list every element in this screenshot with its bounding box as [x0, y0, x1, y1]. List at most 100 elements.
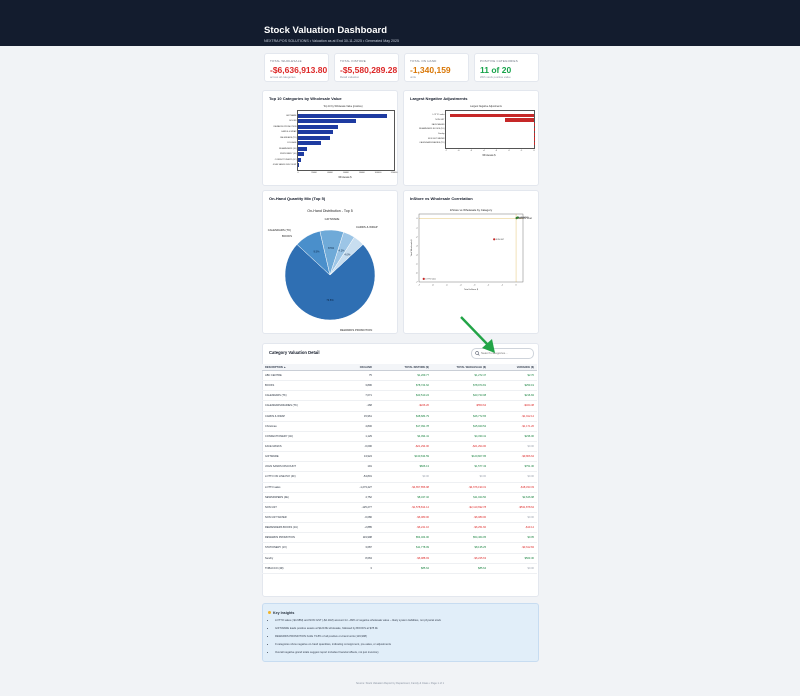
cell-total-instore: $54,464.00 [374, 532, 432, 544]
top10-x-tick: 40000 [327, 171, 333, 174]
cell-total-instore: $85.64 [374, 563, 432, 574]
table-row[interactable]: Sundry 8,663 -$6,988.93 -$6,225.63 $563.30 [262, 553, 537, 564]
neg-x-tick: -6 [457, 149, 460, 152]
table-row[interactable]: JOHN SANDS DISCOUNT 191 $826.13 $1,577.43 $7… [262, 461, 537, 473]
pie-slice-rewards-promotion [284, 244, 376, 321]
neg-x-tick: 0 [533, 149, 535, 152]
scatter-y-tick: -1 [416, 227, 418, 229]
neg-bar-lotto-sales [450, 113, 534, 117]
table-row[interactable]: REMAINDERS BOOKS (1U) -2,885 -$6,241.16 -$6… [262, 522, 537, 534]
pie-percent-label: 4.0% [344, 252, 351, 256]
cell-on-hand: 75 [340, 370, 375, 382]
table-row[interactable]: LOTTO ON LINE PAY (4F) -54,801 $0.00 $0.00 $… [262, 471, 537, 483]
top10-category-label: JOHN SANDS DISCOUNT [272, 164, 297, 167]
table-row[interactable]: STATIONERY (1X) 3,687 $11,778.09 $8,135.25-… [262, 542, 537, 554]
top10-bar-stationery-10 [298, 152, 304, 157]
kpi-subtext: across all categories [270, 75, 296, 79]
column-header-variance[interactable]: VARIANCE ($) [489, 364, 537, 371]
cell-on-hand: 4,846 [340, 421, 375, 432]
kpi-value: -$5,580,289.28 [340, 65, 398, 75]
kpi-subtext: units [410, 75, 416, 79]
x-axis-label: Wholesale $ [482, 154, 496, 157]
dashboard-header: Stock Valuation Dashboard NEXTRA POS SOL… [0, 0, 800, 46]
neg-x-tick: -2 [507, 149, 510, 152]
table-row[interactable]: NON GST -125,277 -$1,578,814.14 -$2,110,692… [262, 502, 537, 513]
cell-description: LOTTO ON LINE PAY (4F) [262, 471, 341, 483]
cell-on-hand: -125,277 [340, 502, 375, 513]
top10-bar-books [298, 119, 357, 124]
table-row[interactable]: CONFECTIONERY (4C) 1,129 $4,094.41 $4,330.4… [262, 431, 537, 442]
top10-category-label: REWARDS PROMOTION [273, 125, 297, 128]
cell-on-hand: 4,752 [340, 492, 375, 503]
table-row[interactable]: TOBACCO (4R) 3 $85.64 $85.64 $0.00 [262, 563, 537, 574]
table-row[interactable]: NEWSPAPERS (4E) 4,752 $8,347.32 $11,024.50 $… [262, 492, 537, 503]
table-row[interactable]: CALENDARS (TK) 7,071 $43,510.24 $43,723.08 $… [262, 390, 537, 402]
table-row[interactable]: LOTTO sales -1,273,427 -$4,657,856.98 -$4,6… [262, 482, 537, 493]
kpi-total-instore: TOTAL INSTORE -$5,580,289.28 Retail valu… [334, 53, 399, 82]
table-row[interactable]: BOOKS 3,896 $78,724.62 $78,974.81 $250.19 [262, 380, 537, 392]
cell-total-wholesale: $4,330.41 [431, 431, 490, 442]
cell-total-wholesale: $8,135.25 [431, 542, 490, 554]
cell-variance: $0.05 [489, 532, 537, 544]
cell-description: REMAINDERS BOOKS (1U) [262, 522, 341, 534]
scatter-y-tick: -2 [416, 236, 418, 238]
pie-title: On-Hand Distribution - Top 5 [307, 209, 352, 213]
kpi-value: -$6,636,913.80 [270, 65, 328, 75]
cell-total-instore: $8,347.32 [374, 492, 432, 503]
cell-total-instore: -$1,578,814.14 [374, 502, 432, 513]
cell-on-hand: -2,885 [340, 522, 375, 534]
table-row[interactable]: CARDS & WRAP 15,961 $48,684.79 $46,772.65 -$… [262, 411, 537, 422]
table-row[interactable]: Christmas 4,846 $17,091.78 $15,920.52 -$1,17… [262, 421, 537, 432]
cell-on-hand: -54,801 [340, 471, 375, 483]
cell-total-wholesale: $78,974.81 [431, 380, 490, 392]
cell-description: Christmas [262, 421, 341, 432]
column-header-total-instore[interactable]: TOTAL INSTORE ($) [374, 364, 432, 371]
column-header-total-wholesale[interactable]: TOTAL WHOLESALE ($) [431, 364, 490, 371]
annotation-arrow [460, 316, 495, 353]
insights-title: Key Insights [273, 611, 295, 615]
neg-x-tick: -4 [482, 149, 485, 152]
table-row[interactable]: CALENDARS/DIARIES (TK) -168 -$226.26 -$550.… [262, 400, 537, 412]
table-row[interactable]: NON GST WATER -6,080 -$6,080.00 -$6,080.00 $… [262, 512, 537, 524]
cell-variance: $0.00 [489, 441, 537, 453]
pie-slice-calendars-tk [329, 236, 364, 276]
cell-variance: -$1,912.14 [489, 411, 537, 422]
cell-total-wholesale: -$6,080.00 [431, 512, 490, 524]
cell-on-hand: 7,071 [340, 390, 375, 402]
pie-chart-card: On-Hand Quantity Mix (Top 5) On-Hand Dis… [262, 190, 398, 334]
cell-total-instore: $17,091.78 [374, 421, 432, 432]
cell-variance: $216.84 [489, 390, 537, 402]
neg-bar-face-masks [533, 123, 535, 127]
top10-x-tick: 100000 [374, 171, 382, 174]
cell-on-hand: 191 [340, 461, 375, 473]
kpi-total-wholesale: TOTAL WHOLESALE -$6,636,913.80 across al… [264, 53, 329, 82]
x-axis-label: Wholesale $ [338, 176, 352, 179]
neg-x-tick: -1 [520, 149, 523, 152]
neg-bar-remainders-books-1u [533, 127, 535, 132]
cell-variance: $250.19 [489, 380, 537, 392]
cell-variance: $236.00 [489, 431, 537, 442]
column-header-description[interactable]: DESCRIPTION ▲ [262, 364, 341, 371]
top10-category-label: COLLAGE [287, 142, 297, 145]
neg-x-tick: -3 [495, 149, 498, 152]
top10-category-label: CONFECTIONERY (4C) [274, 158, 297, 161]
search-box[interactable] [471, 348, 534, 359]
pie-category-label: CALENDARS (TK) [268, 228, 291, 232]
top10-x-tick: 20000 [311, 171, 317, 174]
table-row[interactable]: GIFTWARE 13,924 $130,634.59 $120,827.95 -$9,… [262, 451, 537, 463]
cell-variance: -$3,612.84 [489, 542, 537, 554]
cell-on-hand: 1,129 [340, 431, 375, 442]
cell-variance: -$1,171.26 [489, 421, 537, 432]
column-header-on-hand[interactable]: ON HAND [340, 364, 375, 371]
table-row[interactable]: ABC CENTRE 75 $1,269.77 $1,272.47 $2.70 [262, 370, 537, 382]
cell-variance: -$18,333.33 [489, 482, 537, 493]
scatter-point-label: CARDS & WRAP [518, 217, 533, 220]
search-input[interactable] [481, 350, 529, 356]
table-row[interactable]: REWARDS PROMOTION 119,998 $54,464.00 $54,46… [262, 532, 537, 544]
cell-on-hand: 3,687 [340, 542, 375, 554]
scatter-point-label: BOOKS [518, 218, 525, 220]
scatter-point-non-gst [493, 238, 496, 241]
cell-description: JOHN SANDS DISCOUNT [262, 461, 341, 473]
table-row[interactable]: FACE MASKS -6,090 -$21,294.00 -$21,294.00 $0… [262, 441, 537, 453]
cell-on-hand: -1,273,427 [340, 482, 375, 493]
